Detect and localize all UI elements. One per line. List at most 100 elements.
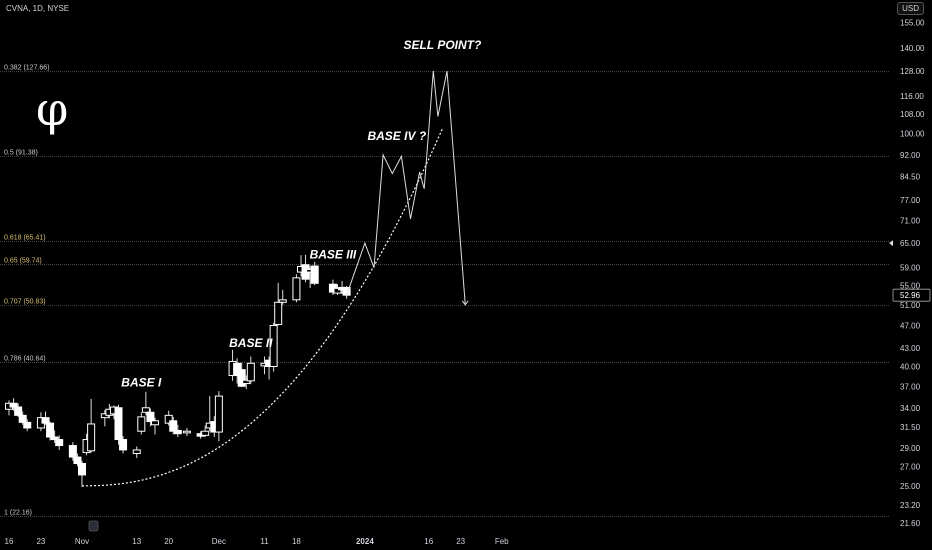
candle-body <box>201 430 210 436</box>
annotation-label: BASE III <box>310 247 357 261</box>
fib-label: 0.5 (91.38) <box>4 150 38 157</box>
candle <box>278 289 287 305</box>
candle <box>114 404 123 445</box>
price-tick-label: 25.00 <box>900 482 921 491</box>
candle <box>301 254 310 283</box>
trend-curve-line <box>81 128 443 487</box>
price-tick-label: 128.00 <box>900 67 925 76</box>
candle <box>119 436 128 454</box>
candle-body <box>169 420 178 432</box>
candle <box>50 430 59 443</box>
candle <box>169 416 178 435</box>
time-tick-label[interactable]: 13 <box>132 537 141 546</box>
candle <box>201 425 210 438</box>
annotation-label: BASE II <box>229 336 273 350</box>
time-tick-label[interactable]: 11 <box>260 537 269 546</box>
candle-body <box>119 439 128 451</box>
price-tick-label: 23.20 <box>900 501 921 510</box>
candle <box>9 398 18 411</box>
fib-label: 0.707 (50.83) <box>4 299 46 306</box>
annotation-label: BASE I <box>121 375 162 389</box>
time-tick-label[interactable]: 18 <box>292 537 301 546</box>
candle <box>237 362 246 387</box>
candle <box>132 446 141 458</box>
symbol-label[interactable]: CVNA, 1D, NYSE <box>6 4 70 13</box>
candle-body <box>182 430 191 434</box>
candle <box>78 460 86 487</box>
phi-logo: φ <box>36 82 69 136</box>
candle-body <box>333 287 342 294</box>
time-tick-label[interactable]: 16 <box>424 537 433 546</box>
last-price-value: 52.96 <box>900 291 921 300</box>
candle-body <box>137 416 146 432</box>
annotation-label: BASE IV ? <box>367 129 426 143</box>
time-tick-label[interactable]: 23 <box>36 537 45 546</box>
projection-line <box>346 70 466 305</box>
fib-levels: 0.382 (127.66) 0.5 (91.38) 0.618 (65.41) 0.… <box>0 65 890 517</box>
candle-body <box>78 463 86 476</box>
candle <box>182 427 191 437</box>
candle-body <box>41 417 50 424</box>
price-tick-label: 21.60 <box>900 519 921 528</box>
candle-body <box>164 414 173 424</box>
candle-body <box>246 362 255 382</box>
price-tick-label: 116.00 <box>900 92 924 101</box>
candle <box>242 375 251 390</box>
time-tick-label[interactable]: 20 <box>164 537 173 546</box>
candle-body <box>237 369 246 387</box>
time-axis[interactable]: 16 23 Nov 13 20 Dec 11 18 2024 16 23 Feb <box>5 537 510 546</box>
candle-body <box>141 407 150 413</box>
candle <box>333 284 342 295</box>
price-tick-label: 108.00 <box>900 110 925 119</box>
price-tick-label: 59.00 <box>900 264 921 273</box>
fib-label: 0.786 (40.64) <box>4 355 46 362</box>
price-tick-label: 140.00 <box>900 44 925 53</box>
candle <box>73 453 82 467</box>
candle-body <box>68 445 77 458</box>
fib-label: 1 (22.16) <box>4 509 32 516</box>
candle-body <box>292 277 301 301</box>
fib-label: 0.382 (127.66) <box>4 65 50 72</box>
candle <box>46 421 55 441</box>
candle-body <box>173 429 182 435</box>
candle <box>23 419 32 432</box>
candle <box>146 408 155 427</box>
time-tick-label[interactable]: Dec <box>212 537 226 546</box>
fib-label: 0.65 (59.74) <box>4 258 42 265</box>
price-tick-label: 71.00 <box>900 217 921 226</box>
candle <box>87 398 96 453</box>
candle <box>246 356 255 385</box>
fib-label: 0.618 (65.41) <box>4 235 46 242</box>
time-tick-label[interactable]: 2024 <box>356 537 374 546</box>
candle <box>269 322 278 372</box>
candle <box>274 282 283 326</box>
earnings-event-icon <box>88 520 99 532</box>
candle-body <box>73 456 82 465</box>
candle-body <box>269 325 278 367</box>
time-tick-label[interactable]: 16 <box>5 537 14 546</box>
projection-path <box>346 70 469 306</box>
candle <box>164 410 173 426</box>
candle-body <box>18 414 27 423</box>
candle-body <box>151 420 159 426</box>
axis-markers: 52.96 <box>88 240 931 532</box>
alert-marker-icon <box>889 240 893 247</box>
price-tick-label: 29.00 <box>900 444 921 453</box>
candle-body <box>9 402 18 408</box>
time-tick-label[interactable]: Nov <box>75 537 89 546</box>
price-tick-label: 100.00 <box>900 130 925 139</box>
price-axis[interactable]: 155.00 140.00 128.00 116.00 108.00 100.00 92.0… <box>900 18 925 528</box>
candle <box>151 417 159 435</box>
currency-button[interactable]: USD <box>897 2 924 15</box>
price-tick-label: 55.00 <box>900 282 921 291</box>
time-tick-label[interactable]: 23 <box>456 537 465 546</box>
candle-body <box>114 407 123 441</box>
time-tick-label[interactable]: Feb <box>495 537 509 546</box>
candle <box>5 400 13 416</box>
price-tick-label: 77.00 <box>900 196 921 205</box>
price-tick-label: 27.00 <box>900 462 921 471</box>
price-tick-label: 37.00 <box>900 382 921 391</box>
candle-body <box>278 299 287 303</box>
candle-body <box>23 421 32 429</box>
